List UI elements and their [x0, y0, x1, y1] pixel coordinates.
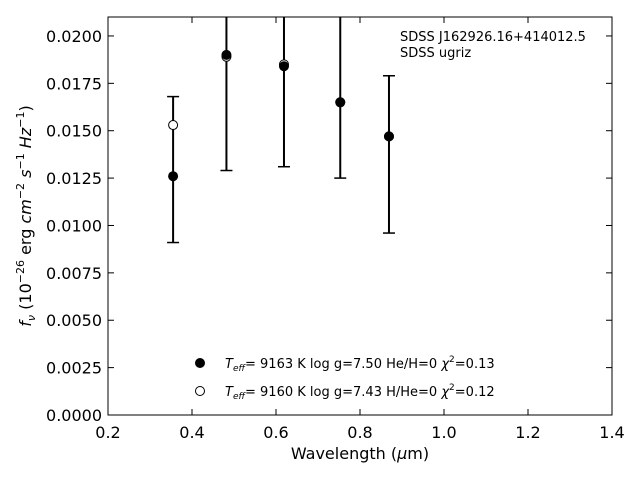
point-filled: [168, 171, 179, 182]
point-filled: [278, 61, 289, 72]
plot-frame: [107, 16, 613, 416]
y-tick-label: 0.0075: [46, 264, 102, 283]
y-tick-label: 0.0100: [46, 216, 102, 235]
point-filled: [335, 97, 346, 108]
errorbar-group: [167, 17, 395, 244]
y-tick-label: 0.0000: [46, 406, 102, 425]
y-tick-label: 0.0150: [46, 122, 102, 141]
x-tick-label: 0.2: [95, 423, 120, 442]
x-tick-label: 0.6: [263, 423, 288, 442]
legend-entry-open: Teff= 9160 K log g=7.43 H/He=0 χ2=0.12: [225, 383, 495, 402]
x-axis-label: Wavelength (μm): [291, 444, 429, 463]
tick-group: 0.2 0.4 0.6 0.8 1.0 1.2 1.4 0.0000 0.0025 0.0050 0…: [46, 17, 625, 442]
point-filled: [221, 49, 232, 60]
point-filled: [383, 131, 394, 142]
object-name-annotation: SDSS J162926.16+414012.5: [400, 30, 586, 45]
y-tick-label: 0.0025: [46, 359, 102, 378]
y-axis-label: fν (10−26 erg cm−2 s−1 Hz−1): [14, 105, 38, 326]
legend: Teff= 9163 K log g=7.50 He/H=0 χ2=0.13 T…: [195, 355, 495, 402]
y-tick-label: 0.0125: [46, 169, 102, 188]
y-tick-label: 0.0050: [46, 311, 102, 330]
legend-marker-open: [195, 386, 205, 396]
x-tick-label: 0.4: [179, 423, 204, 442]
legend-entry-filled: Teff= 9163 K log g=7.50 He/H=0 χ2=0.13: [225, 355, 495, 374]
x-tick-label: 0.8: [347, 423, 372, 442]
y-tick-label: 0.0175: [46, 74, 102, 93]
legend-marker-filled: [195, 358, 205, 368]
y-tick-label: 0.0200: [46, 27, 102, 46]
x-tick-label: 1.0: [431, 423, 456, 442]
survey-annotation: SDSS ugriz: [400, 46, 471, 61]
x-tick-label: 1.4: [599, 423, 624, 442]
x-tick-label: 1.2: [515, 423, 540, 442]
points-group: [168, 49, 394, 182]
point-open: [168, 120, 179, 131]
